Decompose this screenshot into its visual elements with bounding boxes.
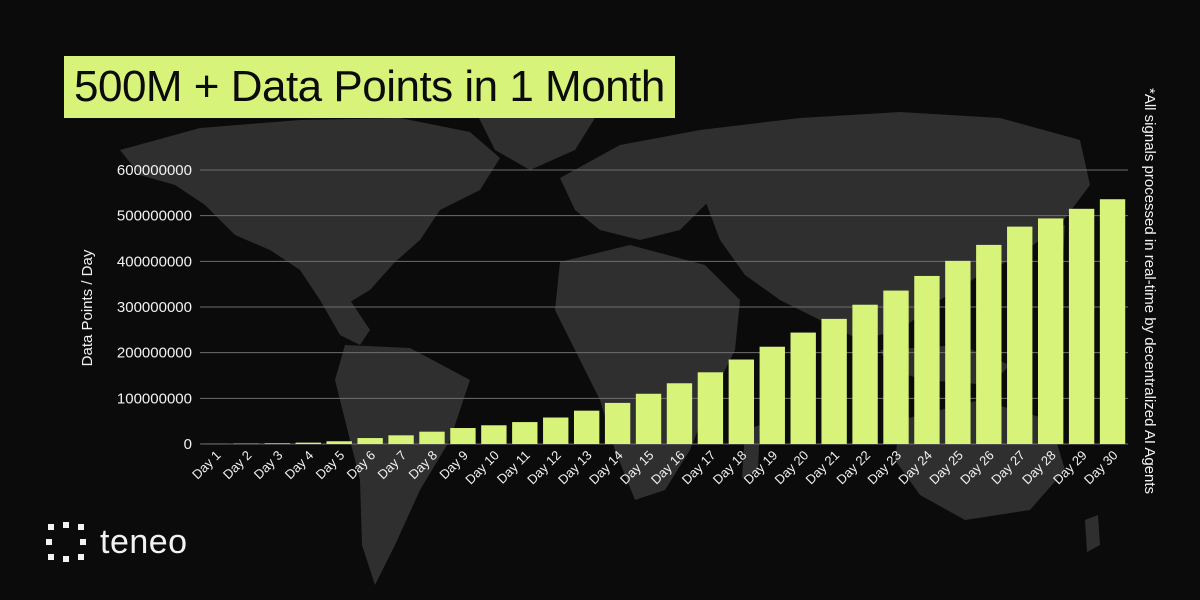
y-tick-label: 400000000	[117, 253, 192, 270]
y-tick-label: 600000000	[117, 162, 192, 179]
bar	[543, 417, 569, 444]
y-tick-label: 100000000	[117, 390, 192, 407]
bar	[666, 383, 693, 444]
bar	[388, 435, 414, 444]
bar	[419, 431, 445, 444]
bar	[481, 425, 507, 444]
x-tick-label: Day 14	[586, 448, 626, 488]
bar	[1007, 226, 1033, 444]
x-tick-label: Day 5	[313, 448, 348, 483]
y-tick-label: 0	[184, 436, 192, 453]
x-tick-label: Day 27	[988, 448, 1028, 488]
x-tick-label: Day 28	[1019, 448, 1059, 488]
bar	[450, 428, 476, 444]
x-tick-label: Day 20	[772, 448, 812, 488]
x-tick-label: Day 17	[679, 448, 719, 488]
x-tick-label: Day 23	[864, 448, 904, 488]
x-tick-label: Day 25	[926, 448, 966, 488]
bar	[697, 372, 724, 444]
x-tick-label: Day 30	[1081, 448, 1121, 488]
bar	[326, 441, 352, 444]
bar	[759, 346, 785, 444]
bar	[1037, 218, 1064, 444]
page-title: 500M + Data Points in 1 Month	[64, 56, 675, 118]
bar	[728, 359, 755, 444]
x-tick-label: Day 29	[1050, 448, 1090, 488]
y-axis-label: Data Points / Day	[79, 249, 96, 366]
brand-logo: teneo	[44, 520, 188, 564]
x-tick-label: Day 22	[833, 448, 873, 488]
y-tick-label: 200000000	[117, 345, 192, 362]
teneo-dots-icon	[46, 522, 86, 562]
x-tick-label: Day 24	[895, 448, 935, 488]
x-tick-label: Day 16	[648, 448, 688, 488]
chart-bars	[202, 199, 1126, 444]
y-tick-label: 300000000	[117, 299, 192, 316]
y-axis-ticks: 0 100000000 200000000 300000000 400000000 500…	[117, 162, 192, 453]
bar	[821, 318, 847, 444]
bar	[914, 275, 940, 444]
chart-gridlines	[200, 169, 1128, 445]
bar	[295, 442, 321, 444]
x-tick-label: Day 7	[375, 448, 410, 483]
x-tick-label: Day 2	[220, 448, 255, 483]
bar	[635, 393, 662, 444]
bar	[573, 410, 600, 444]
x-tick-label: Day 6	[344, 448, 379, 483]
bar	[264, 443, 291, 444]
bar	[512, 422, 538, 444]
x-tick-label: Day 12	[524, 448, 564, 488]
bar	[604, 402, 631, 444]
bar	[790, 332, 816, 444]
x-tick-label: Day 4	[282, 448, 317, 483]
x-tick-label: Day 21	[803, 448, 843, 488]
brand-name: teneo	[100, 522, 188, 561]
x-tick-label: Day 15	[617, 448, 657, 488]
footnote: *All signals processed in real-time by d…	[1141, 88, 1158, 495]
bar	[1068, 208, 1095, 444]
bar	[357, 438, 383, 444]
bar	[852, 304, 878, 444]
y-tick-label: 500000000	[117, 208, 192, 225]
x-tick-label: Day 3	[251, 448, 286, 483]
bar	[883, 290, 909, 444]
x-tick-label: Day 18	[710, 448, 750, 488]
bar	[1099, 199, 1126, 444]
x-tick-label: Day 8	[405, 448, 440, 483]
x-tick-label: Day 1	[189, 448, 224, 483]
x-tick-label: Day 19	[741, 448, 781, 488]
x-tick-label: Day 13	[555, 448, 595, 488]
x-tick-label: Day 10	[462, 448, 502, 488]
x-tick-label: Day 26	[957, 448, 997, 488]
bar	[976, 244, 1002, 444]
bar	[945, 260, 971, 444]
